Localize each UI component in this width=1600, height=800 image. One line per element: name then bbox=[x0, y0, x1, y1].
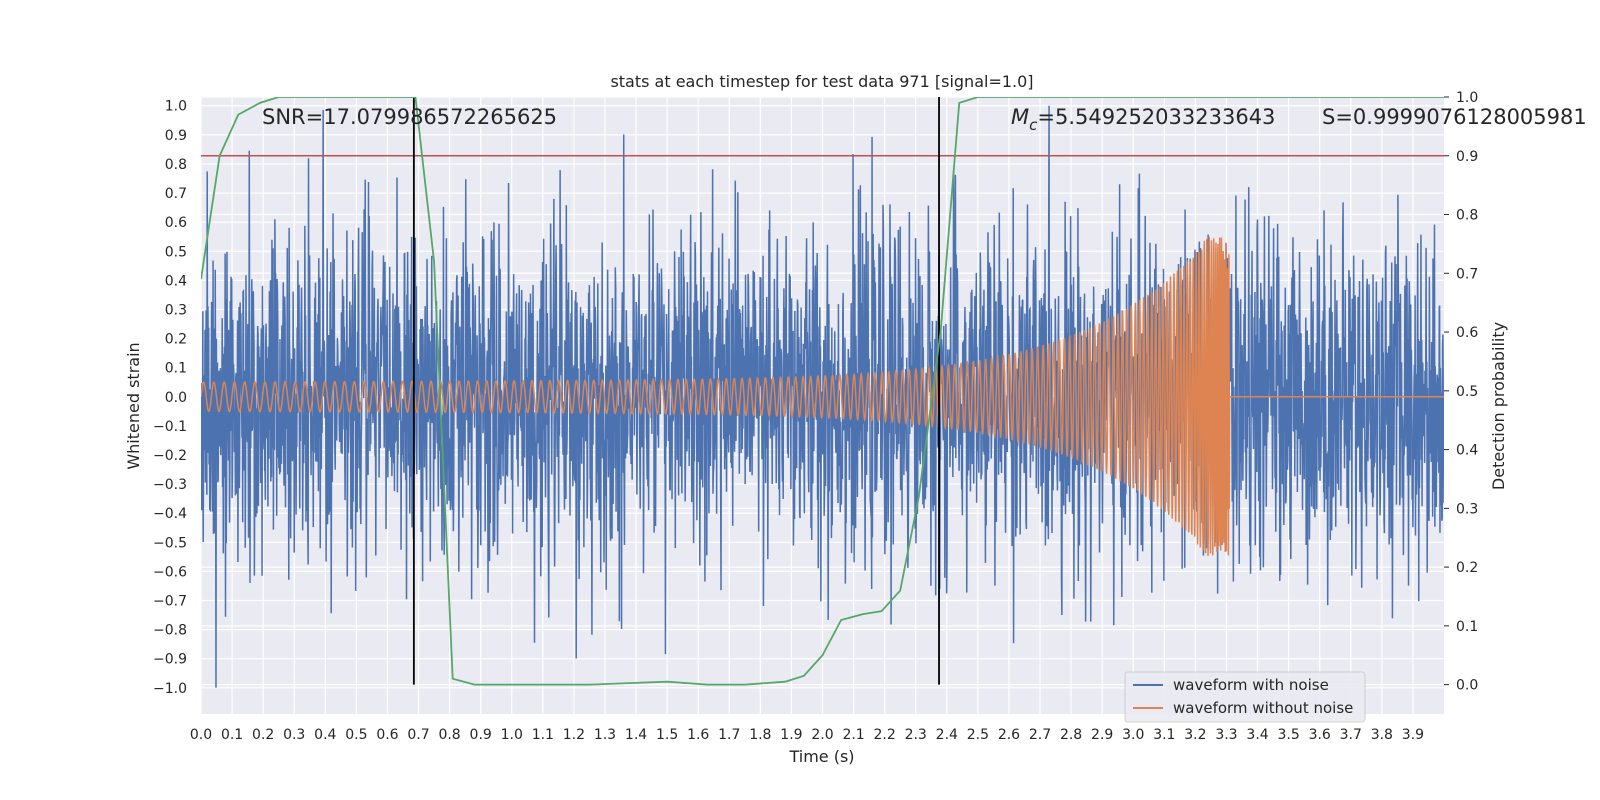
y-tick-label: 0.5 bbox=[165, 244, 187, 260]
y2-tick-label: 0.4 bbox=[1456, 443, 1478, 459]
x-tick-label: 2.9 bbox=[1091, 727, 1113, 743]
x-tick-label: 0.7 bbox=[407, 727, 429, 743]
x-tick-label: 1.4 bbox=[625, 727, 647, 743]
mc-annotation: Mc=5.549252033233643 bbox=[1011, 105, 1275, 134]
y2-tick-label: 0.8 bbox=[1456, 208, 1478, 224]
x-tick-label: 0.4 bbox=[314, 727, 336, 743]
x-tick-label: 2.6 bbox=[998, 727, 1020, 743]
series-waveform-with-noise bbox=[201, 105, 1444, 688]
x-tick-label: 1.7 bbox=[718, 727, 740, 743]
x-tick-label: 3.9 bbox=[1402, 727, 1424, 743]
x-tick-label: 0.5 bbox=[345, 727, 367, 743]
y-tick-label: 1.0 bbox=[165, 99, 187, 115]
y-tick-label: −1.0 bbox=[153, 681, 187, 697]
y2-tick-label: 1.0 bbox=[1456, 90, 1478, 106]
x-tick-label: 2.3 bbox=[905, 727, 927, 743]
s-annotation: S=0.9999076128005981 bbox=[1322, 105, 1587, 129]
y-tick-label: −0.7 bbox=[153, 593, 187, 609]
y-tick-label: 0.6 bbox=[165, 215, 187, 231]
y2-tick-label: 0.2 bbox=[1456, 560, 1478, 576]
x-tick-label: 1.5 bbox=[656, 727, 678, 743]
series-waveform-without-noise bbox=[201, 236, 1444, 557]
y-tick-label: 0.9 bbox=[165, 128, 187, 144]
y-tick-label: −0.9 bbox=[153, 652, 187, 668]
y2-tick-label: 0.5 bbox=[1456, 384, 1478, 400]
y2-tick-label: 0.6 bbox=[1456, 325, 1478, 341]
y2-tick-label: 0.1 bbox=[1456, 619, 1478, 635]
legend-label-noise: waveform with noise bbox=[1173, 676, 1329, 694]
y2-axis-label: Detection probability bbox=[1489, 322, 1508, 490]
x-tick-label: 3.2 bbox=[1184, 727, 1206, 743]
x-tick-label: 1.0 bbox=[501, 727, 523, 743]
x-tick-label: 1.2 bbox=[563, 727, 585, 743]
x-tick-label: 0.6 bbox=[376, 727, 398, 743]
x-tick-label: 3.5 bbox=[1277, 727, 1299, 743]
x-tick-label: 2.7 bbox=[1029, 727, 1051, 743]
y-tick-label: 0.4 bbox=[165, 273, 187, 289]
x-tick-label: 2.8 bbox=[1060, 727, 1082, 743]
x-tick-label: 2.2 bbox=[874, 727, 896, 743]
y-tick-label: 0.0 bbox=[165, 390, 187, 406]
y-tick-label: −0.6 bbox=[153, 564, 187, 580]
x-tick-label: 0.2 bbox=[252, 727, 274, 743]
x-tick-label: 1.1 bbox=[532, 727, 554, 743]
ticks: 0.0 0.1 0.2 0.3 0.4 0.5 0.6 0.7 0.8 0.9 1.0 1.1 1.2 1… bbox=[153, 90, 1478, 743]
y-axis-label: Whitened strain bbox=[124, 342, 143, 469]
snr-annotation: SNR=17.079986572265625 bbox=[262, 105, 557, 129]
x-tick-label: 0.9 bbox=[470, 727, 492, 743]
x-tick-label: 0.0 bbox=[190, 727, 212, 743]
legend: waveform with noise waveform without noi… bbox=[1124, 671, 1366, 723]
x-tick-label: 1.3 bbox=[594, 727, 616, 743]
series-detection-probability bbox=[201, 97, 1444, 686]
y2-tick-label: 0.3 bbox=[1456, 501, 1478, 517]
y-tick-label: −0.1 bbox=[153, 419, 187, 435]
x-tick-label: 3.4 bbox=[1246, 727, 1268, 743]
x-tick-label: 2.0 bbox=[811, 727, 833, 743]
legend-label-clean: waveform without noise bbox=[1173, 699, 1353, 717]
y2-tick-label: 0.7 bbox=[1456, 266, 1478, 282]
x-tick-label: 3.7 bbox=[1340, 727, 1362, 743]
mc-subscript: c bbox=[1029, 116, 1038, 134]
x-tick-label: 1.6 bbox=[687, 727, 709, 743]
x-tick-label: 3.1 bbox=[1153, 727, 1175, 743]
y-tick-label: 0.2 bbox=[165, 332, 187, 348]
x-tick-label: 2.4 bbox=[936, 727, 958, 743]
x-tick-label: 1.8 bbox=[749, 727, 771, 743]
y-tick-label: −0.2 bbox=[153, 448, 187, 464]
x-tick-label: 0.1 bbox=[221, 727, 243, 743]
mc-symbol: M bbox=[1011, 105, 1029, 129]
y-tick-label: −0.4 bbox=[153, 506, 187, 522]
y-tick-label: −0.5 bbox=[153, 535, 187, 551]
x-tick-label: 2.5 bbox=[967, 727, 989, 743]
y2-tick-label: 0.9 bbox=[1456, 149, 1478, 165]
y-tick-label: −0.3 bbox=[153, 477, 187, 493]
x-tick-label: 3.3 bbox=[1215, 727, 1237, 743]
x-tick-label: 3.8 bbox=[1371, 727, 1393, 743]
y-tick-label: 0.1 bbox=[165, 361, 187, 377]
x-axis-label: Time (s) bbox=[788, 747, 854, 766]
x-tick-label: 0.8 bbox=[438, 727, 460, 743]
x-tick-label: 3.0 bbox=[1122, 727, 1144, 743]
x-tick-label: 2.1 bbox=[842, 727, 864, 743]
x-tick-label: 0.3 bbox=[283, 727, 305, 743]
y2-tick-label: 0.0 bbox=[1456, 678, 1478, 694]
mc-value: =5.549252033233643 bbox=[1037, 105, 1275, 129]
y-tick-label: −0.8 bbox=[153, 623, 187, 639]
x-tick-label: 3.6 bbox=[1309, 727, 1331, 743]
y-tick-label: 0.3 bbox=[165, 302, 187, 318]
y-tick-label: 0.8 bbox=[165, 157, 187, 173]
chart-title: stats at each timestep for test data 971… bbox=[610, 72, 1033, 91]
x-tick-label: 1.9 bbox=[780, 727, 802, 743]
y-tick-label: 0.7 bbox=[165, 186, 187, 202]
series-layer bbox=[201, 97, 1444, 688]
